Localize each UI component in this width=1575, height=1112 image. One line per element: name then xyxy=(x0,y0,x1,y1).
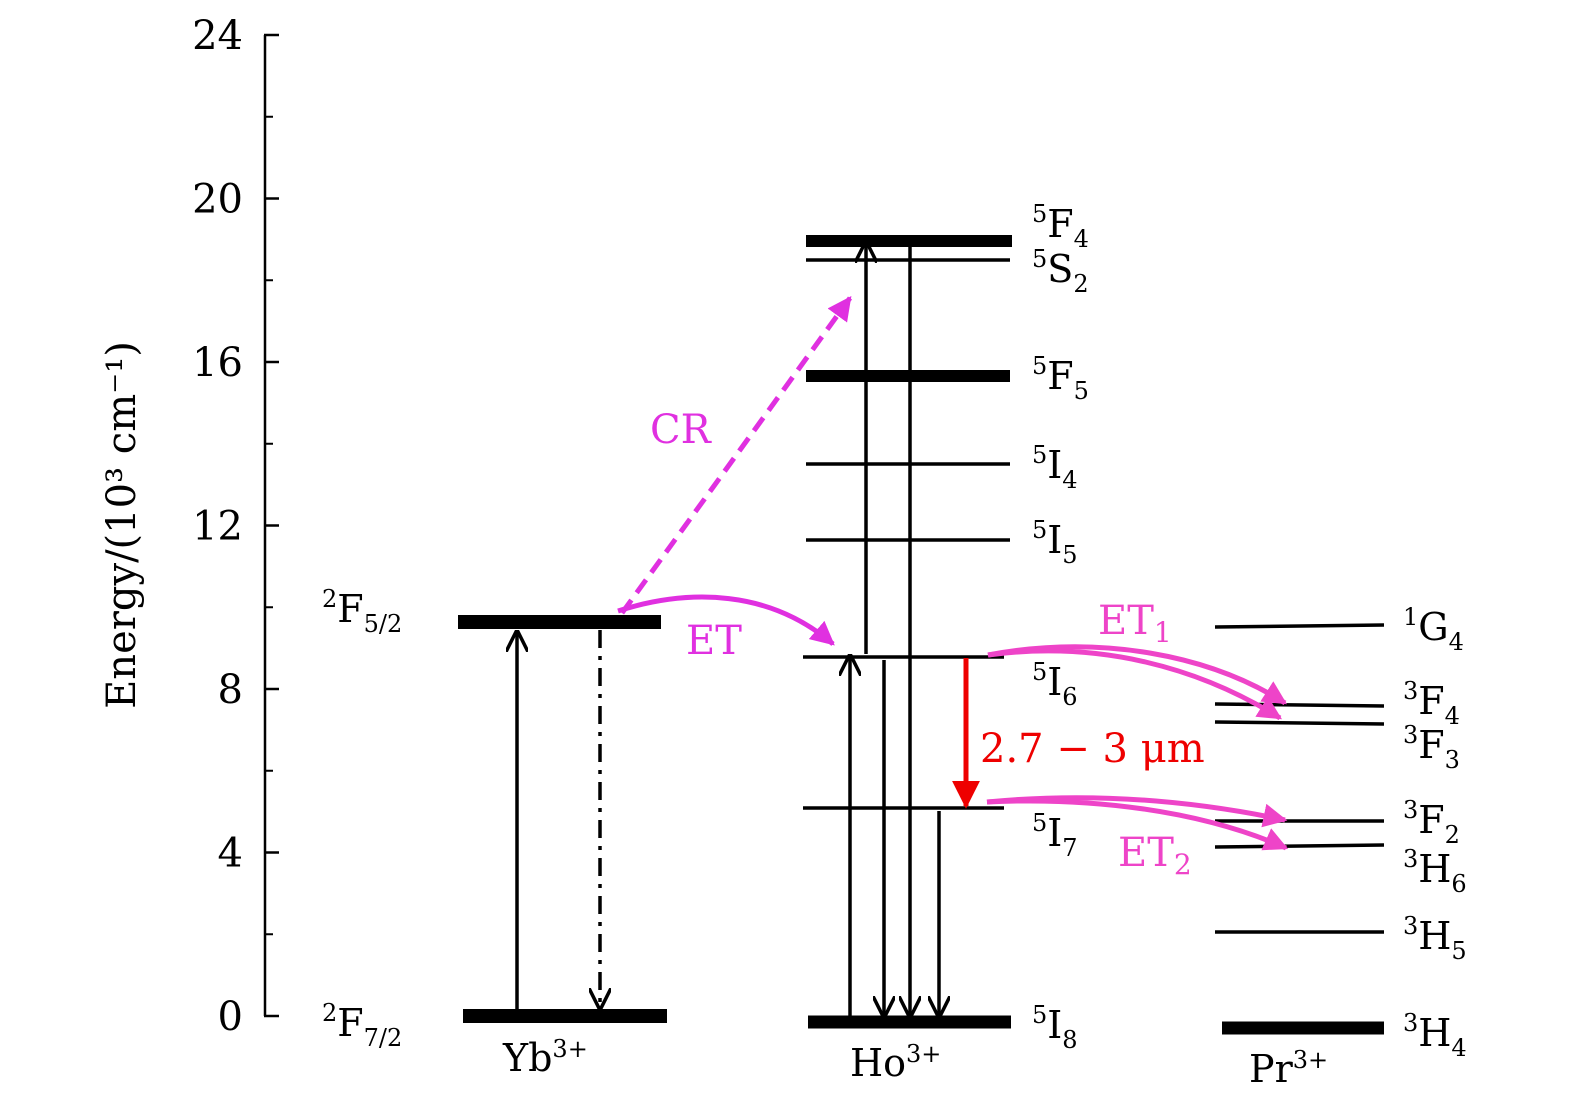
y-tick-label: 24 xyxy=(192,13,243,59)
ho-column: 5I8 5I7 5I6 5I5 5I4 5F5 5S2 5F4 2.7 − 3 … xyxy=(803,200,1205,1085)
et-arrow xyxy=(617,594,835,646)
pr-level-label-3H6: 3H6 xyxy=(1403,845,1467,898)
yb-level-label-2F5-2: 2F5/2 xyxy=(322,585,402,638)
yb-column: 2F7/2 2F5/2 Yb3+ xyxy=(322,585,667,1080)
et-label: ET xyxy=(686,618,742,664)
yb-ion-label: Yb3+ xyxy=(502,1035,588,1080)
ho-level-label-5I6: 5I6 xyxy=(1032,658,1078,711)
pr-level-3F4 xyxy=(1214,702,1385,708)
cr-arrow xyxy=(619,296,853,615)
pr-level-label-3F3: 3F3 xyxy=(1403,721,1460,774)
et2-label: ET2 xyxy=(1118,830,1192,881)
pr-level-1G4 xyxy=(1214,623,1385,629)
ho-level-label-5F4: 5F4 xyxy=(1032,200,1089,253)
emission-label: 2.7 − 3 μm xyxy=(980,726,1205,772)
ho-level-label-5S2: 5S2 xyxy=(1032,245,1089,298)
pr-level-label-3F2: 3F2 xyxy=(1403,796,1460,849)
pr-level-3H6 xyxy=(1214,843,1385,849)
pr-level-label-3F4: 3F4 xyxy=(1403,677,1460,730)
y-tick-label: 8 xyxy=(218,667,243,713)
cr-label: CR xyxy=(650,407,713,453)
pr-level-label-3H4: 3H4 xyxy=(1403,1009,1467,1062)
ho-ion-label: Ho3+ xyxy=(850,1040,941,1085)
pr-level-3F3 xyxy=(1214,720,1385,726)
y-tick-label: 4 xyxy=(218,831,243,877)
et1-arrow-to-3F3 xyxy=(987,648,1283,721)
pr-level-label-1G4: 1G4 xyxy=(1403,603,1464,656)
et2-arrow-to-3H6 xyxy=(986,798,1289,851)
y-tick-label: 16 xyxy=(192,340,243,386)
transfer-arrows: CR ET ET1 ET2 xyxy=(617,296,1289,881)
ho-level-label-5I7: 5I7 xyxy=(1032,809,1078,862)
ho-level-label-5F5: 5F5 xyxy=(1032,352,1089,405)
yb-level-label-2F7-2: 2F7/2 xyxy=(322,999,402,1052)
y-axis: 0 4 8 12 16 20 24 Energy/(10³ cm⁻¹) xyxy=(99,13,279,1040)
y-axis-label: Energy/(10³ cm⁻¹) xyxy=(99,341,145,709)
pr-level-label-3H5: 3H5 xyxy=(1403,912,1467,965)
y-tick-label: 20 xyxy=(192,177,243,223)
y-axis-ticks: 0 4 8 12 16 20 24 xyxy=(192,13,279,1040)
ho-level-label-5I5: 5I5 xyxy=(1032,516,1078,569)
y-tick-label: 0 xyxy=(218,994,243,1040)
y-tick-label: 12 xyxy=(192,504,243,550)
ho-level-label-5I4: 5I4 xyxy=(1032,441,1078,494)
pr-ion-label: Pr3+ xyxy=(1249,1046,1328,1091)
ho-level-label-5I8: 5I8 xyxy=(1032,1001,1078,1054)
et1-label: ET1 xyxy=(1098,598,1172,649)
pr-column: 3H4 3H5 3H6 3F2 3F3 3F4 1G4 Pr3+ xyxy=(1214,603,1467,1091)
